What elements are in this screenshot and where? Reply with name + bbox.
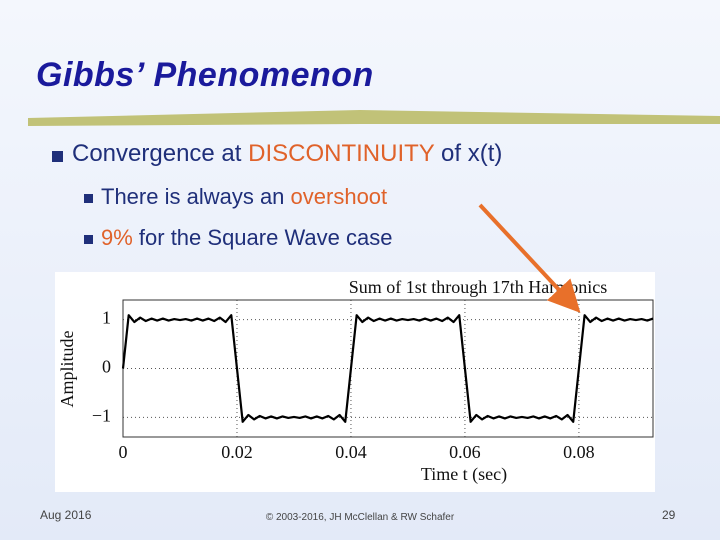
footer-date: Aug 2016 [40,508,92,522]
x-tick-label: 0.04 [335,442,367,462]
bullet-text: of x(t) [434,140,503,167]
sub-bullet: 9% for the Square Wave case [101,225,392,251]
x-tick-label: 0.06 [449,442,481,462]
y-tick-label: −1 [92,406,111,426]
x-tick-label: 0 [119,442,128,462]
bullet-emphasis: overshoot [290,184,388,209]
title-underline [28,110,720,126]
x-axis-label: Time t (sec) [421,464,507,485]
sub-bullet-marker [84,235,93,244]
x-tick-label: 0.02 [221,442,253,462]
sub-bullet-marker [84,194,93,203]
annotation-arrow [478,203,581,313]
y-tick-label: 0 [102,357,111,377]
footer-copyright: © 2003-2016, JH McClellan & RW Schafer [265,512,455,523]
y-tick-label: 1 [102,308,111,328]
data-line [121,314,654,423]
bullet: Convergence at DISCONTINUITY of x(t) [72,140,502,168]
bullet-emphasis: DISCONTINUITY [248,140,435,167]
slide-title: Gibbs’ Phenomenon [36,56,374,94]
bullet-text: for the Square Wave case [132,225,393,250]
bullet-text: There is always an [101,184,291,209]
y-axis-label: Amplitude [57,330,77,407]
bullet-emphasis: 9% [101,225,133,250]
sub-bullet: There is always an overshoot [101,184,387,210]
chart-title: Sum of 1st through 17th Harmonics [349,277,608,297]
bullet-text: Convergence at [72,140,249,167]
page-number: 29 [662,508,676,522]
bullet-marker [52,151,63,162]
x-tick-label: 0.08 [563,442,595,462]
